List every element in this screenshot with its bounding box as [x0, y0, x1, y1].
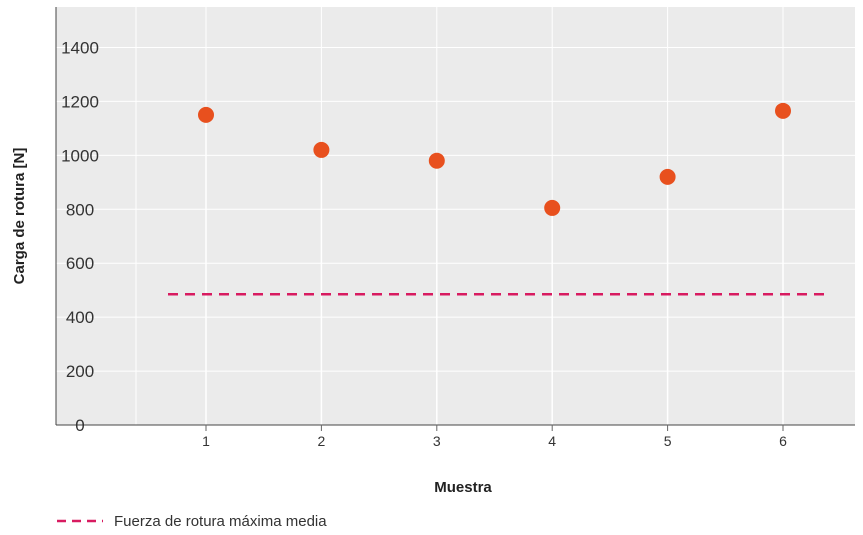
legend-label: Fuerza de rotura máxima media — [114, 513, 327, 530]
data-point — [775, 102, 791, 119]
y-tick-label: 1000 — [61, 146, 99, 165]
plot-area — [56, 7, 855, 425]
data-point — [659, 168, 676, 185]
data-point — [313, 141, 330, 158]
y-tick-label: 600 — [66, 254, 94, 273]
x-tick-labels: 1 2 3 4 5 6 — [202, 425, 787, 449]
y-axis-title: Carga de rotura [N] — [11, 148, 28, 285]
x-axis-title: Muestra — [434, 479, 492, 496]
drop-lines — [205, 110, 784, 425]
data-point — [544, 199, 561, 216]
y-tick-label: 1400 — [61, 38, 99, 57]
x-tick-label: 3 — [433, 433, 441, 449]
data-points — [198, 102, 791, 216]
y-tick-label: 1200 — [61, 92, 99, 111]
x-tick-label: 1 — [202, 433, 210, 449]
data-point — [198, 106, 214, 123]
x-tick-label: 6 — [779, 433, 787, 449]
x-tick-label: 2 — [318, 433, 326, 449]
y-tick-label: 200 — [66, 362, 94, 381]
y-tick-label: 400 — [66, 308, 94, 327]
data-point — [428, 152, 445, 169]
y-tick-labels: 0 200 400 600 800 1000 1200 1400 — [61, 38, 99, 435]
y-tick-label: 0 — [75, 416, 84, 435]
y-tick-label: 800 — [66, 200, 94, 219]
x-tick-label: 4 — [548, 433, 556, 449]
x-tick-label: 5 — [664, 433, 672, 449]
